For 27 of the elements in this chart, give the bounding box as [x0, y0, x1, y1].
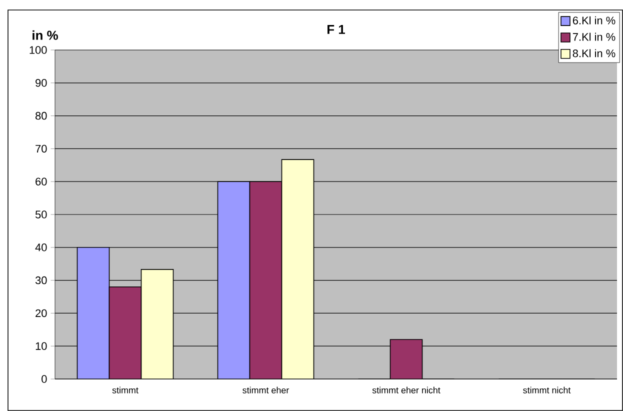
y-tick-label: 100: [30, 46, 47, 54]
y-tick-label: 60: [36, 178, 47, 186]
bar: [218, 182, 250, 379]
legend-label: 6.Kl in %: [572, 16, 616, 24]
legend-label: 8.Kl in %: [572, 49, 616, 58]
bar: [108, 286, 142, 379]
y-tick-label: 80: [36, 112, 47, 120]
bar: [140, 269, 174, 379]
x-tick-label: stimmt: [112, 386, 138, 394]
x-tick-label: stimmt eher nicht: [372, 386, 440, 394]
bar: [390, 339, 423, 379]
y-tick-label: 0: [42, 375, 47, 383]
y-tick-label: 70: [36, 144, 47, 153]
chart-title: F 1: [328, 25, 345, 34]
y-axis-title: in %: [32, 30, 58, 40]
y-tick-label: 40: [35, 244, 47, 252]
y-tick-label: 50: [35, 210, 47, 218]
y-tick-label: 20: [36, 309, 47, 318]
y-tick-label: 90: [36, 79, 47, 87]
y-tick-label: 30: [35, 276, 47, 284]
y-tick-label: 10: [36, 342, 47, 350]
x-tick-label: stimmt eher: [242, 386, 290, 394]
bar: [76, 247, 110, 379]
legend-label: 7.Kl in %: [572, 32, 616, 41]
x-tick-label: stimmt nicht: [523, 386, 571, 394]
bar: [282, 160, 314, 379]
bar: [250, 182, 282, 379]
